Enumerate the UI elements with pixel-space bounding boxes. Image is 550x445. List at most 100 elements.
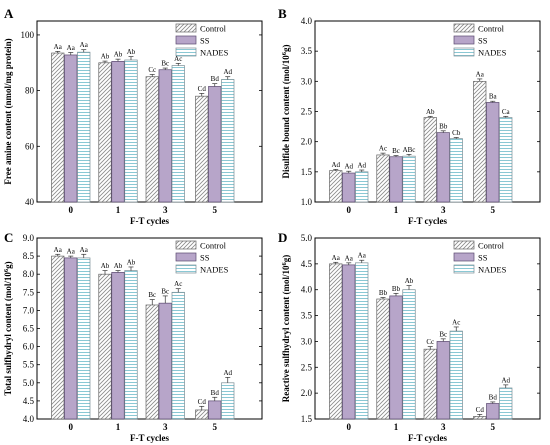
legend-label: Control <box>200 241 227 251</box>
legend-swatch-control <box>453 240 475 250</box>
legend-swatch-ss <box>453 252 475 262</box>
y-tick-label: 2.5 <box>301 362 313 372</box>
significance-label: Ab <box>127 258 136 266</box>
bar-nades-3 <box>171 291 185 420</box>
significance-label: Bd <box>211 389 220 397</box>
x-tick-label: 1 <box>394 205 399 215</box>
y-tick-label: 1.5 <box>301 414 313 424</box>
y-tick-label: 100 <box>21 30 35 40</box>
significance-label: Cd <box>198 85 207 93</box>
legend-swatch-nades <box>175 264 197 274</box>
y-tick-label: 3.5 <box>301 46 313 56</box>
y-tick-label: 4.5 <box>301 259 313 269</box>
x-axis-title: F-T cycles <box>408 433 448 443</box>
y-tick-label: 6.0 <box>23 342 35 352</box>
significance-label: Aa <box>80 246 89 254</box>
bar-ss-3 <box>436 132 450 203</box>
significance-label: Bc <box>392 147 400 155</box>
x-axis-title: F-T cycles <box>408 216 448 226</box>
x-tick-label: 3 <box>441 422 446 432</box>
significance-label: Bd <box>211 75 220 83</box>
bar-control-0 <box>51 255 65 420</box>
y-axis-title: Free amine content (nmol/mg protein) <box>3 38 13 184</box>
significance-label: ABc <box>403 146 416 154</box>
legend: Control SS NADES <box>453 240 507 275</box>
bar-nades-5 <box>499 117 513 203</box>
significance-label: Aa <box>54 246 63 254</box>
significance-label: Aa <box>476 70 485 78</box>
y-tick-label: 2.0 <box>301 388 313 398</box>
legend-label: SS <box>478 253 488 263</box>
y-tick-label: 1.0 <box>301 197 313 207</box>
x-tick-label: 3 <box>163 422 168 432</box>
y-tick-label: 7.5 <box>23 287 35 297</box>
significance-label: Ad <box>344 163 353 171</box>
significance-label: Bc <box>148 291 156 299</box>
x-tick-label: 5 <box>213 205 218 215</box>
bar-nades-5 <box>221 79 235 203</box>
bar-ss-1 <box>389 295 403 420</box>
legend-label: SS <box>200 36 210 46</box>
bar-control-3 <box>423 348 437 420</box>
significance-label: Bc <box>439 330 447 338</box>
legend: Control SS NADES <box>175 24 229 58</box>
significance-label: Cb <box>452 129 461 137</box>
x-axis-title: F-T cycles <box>130 216 170 226</box>
bar-ss-3 <box>158 302 172 420</box>
bar-control-3 <box>423 117 437 203</box>
significance-label: Cd <box>198 398 207 406</box>
bar-nades-3 <box>449 330 463 420</box>
bar-ss-0 <box>64 54 78 203</box>
y-tick-label: 4.0 <box>23 414 35 424</box>
y-tick-label: 5.0 <box>301 233 313 243</box>
bar-nades-1 <box>402 155 416 203</box>
bar-control-5 <box>473 416 487 420</box>
significance-label: Aa <box>345 254 354 262</box>
x-tick-label: 1 <box>116 422 121 432</box>
y-axis-title: Reactive sulfhydryl content (mol/106g) <box>281 255 291 402</box>
y-tick-label: 4.5 <box>23 396 35 406</box>
legend-label: SS <box>200 253 210 263</box>
bar-ss-1 <box>111 272 125 420</box>
y-tick-label: 1.5 <box>301 167 313 177</box>
y-tick-label: 3.0 <box>301 336 313 346</box>
legend: Control SS NADES <box>453 24 507 58</box>
bar-control-5 <box>195 95 209 203</box>
significance-label: Ab <box>127 48 136 56</box>
bar-ss-5 <box>208 400 222 420</box>
legend-label: Control <box>478 24 505 34</box>
significance-label: Ac <box>379 145 387 153</box>
legend-label: NADES <box>478 265 507 275</box>
panel-C: C 4.0 4.5 5.0 5.5 6.0 6.5 7.0 7.5 8.0 8.5 9.0 Total … <box>3 230 263 443</box>
y-tick-label: 9.0 <box>23 233 35 243</box>
x-axis-title: F-T cycles <box>130 433 170 443</box>
bar-control-1 <box>98 273 112 420</box>
significance-label: Bc <box>161 287 169 295</box>
bar-control-1 <box>376 298 390 420</box>
panel-A: A 40 60 80 100 Free amine content (nmol/mg pr… <box>3 6 263 226</box>
y-axis-title: Disulfide bound content (mol/106g) <box>281 44 291 178</box>
bar-nades-0 <box>77 257 91 420</box>
y-tick-label: 40 <box>25 197 35 207</box>
legend-label: NADES <box>200 265 229 275</box>
y-tick-label: 2.0 <box>301 137 313 147</box>
y-tick-label: 7.0 <box>23 305 35 315</box>
significance-label: Ab <box>101 262 110 270</box>
x-tick-label: 1 <box>116 205 121 215</box>
significance-label: Bb <box>392 285 401 293</box>
significance-label: Bb <box>439 122 448 130</box>
bar-nades-1 <box>402 289 416 420</box>
bar-ss-5 <box>486 102 500 203</box>
bar-control-0 <box>329 170 343 203</box>
significance-label: Ab <box>114 262 123 270</box>
y-tick-label: 5.5 <box>23 360 35 370</box>
bar-ss-3 <box>158 69 172 203</box>
legend-label: Control <box>478 241 505 251</box>
x-tick-label: 5 <box>491 422 496 432</box>
x-tick-label: 0 <box>347 205 352 215</box>
bar-control-0 <box>51 52 65 203</box>
significance-label: Ab <box>101 53 110 61</box>
significance-label: Aa <box>67 248 76 256</box>
bar-ss-5 <box>208 86 222 203</box>
